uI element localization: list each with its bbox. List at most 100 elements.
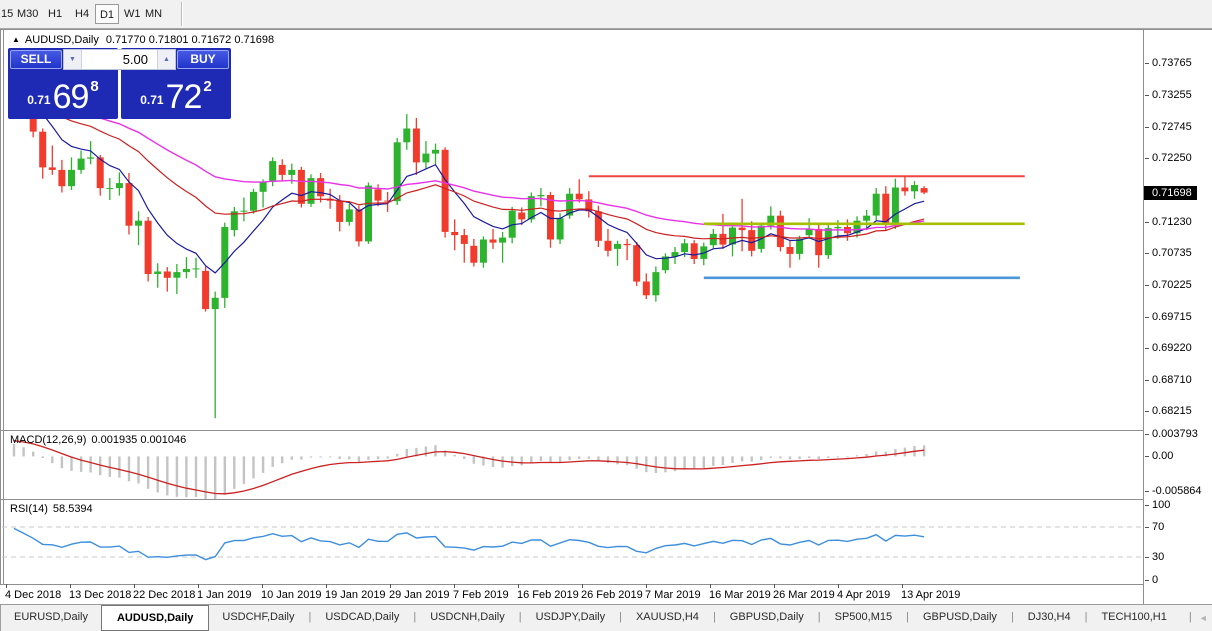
timeframe-button-d1[interactable]: D1: [95, 4, 119, 24]
date-axis-label: 7 Feb 2019: [453, 584, 509, 601]
timeframe-button-15[interactable]: 15: [1, 8, 14, 20]
date-axis-label: 4 Dec 2018: [5, 584, 62, 601]
ma-mid-line[interactable]: [13, 97, 925, 240]
current-price-badge: 0.71698: [1144, 185, 1197, 200]
price-axis[interactable]: 0.71698 0.73765 0.73255 0.72745 0.72250 0.71…: [1143, 30, 1212, 605]
tab-scroll-controls: ◄ ►: [1193, 605, 1212, 631]
tab-xauusd-h4[interactable]: XAUUSD,H4: [635, 611, 699, 623]
tab-gbpusd-daily[interactable]: GBPUSD,Daily: [922, 611, 997, 623]
macd-name: MACD(12,26,9): [10, 434, 87, 446]
macd-values: 0.001935 0.001046: [91, 434, 187, 446]
price-axis-label: 0.69715: [1145, 310, 1192, 323]
price-axis-label: 0.71230: [1145, 215, 1192, 228]
date-axis-label: 7 Mar 2019: [645, 584, 701, 601]
macd-label: MACD(12,26,9) 0.001935 0.001046: [10, 434, 186, 446]
rsi-indicator-canvas[interactable]: [2, 500, 1143, 584]
tab-separator: |: [518, 611, 522, 623]
one-click-trading-panel: 0.71 69 8 0.71 72 2 SELL BUY ▼ 5.00 ▲: [8, 48, 231, 119]
collapse-triangle-icon[interactable]: ▲: [12, 35, 20, 44]
timeframe-button-w1[interactable]: W1: [124, 8, 141, 20]
sell-button[interactable]: SELL: [10, 50, 62, 69]
macd-signal-line: [13, 440, 925, 495]
tab-eurusd-daily[interactable]: EURUSD,Daily: [14, 611, 88, 623]
rsi-axis-label: 30: [1144, 551, 1165, 563]
date-axis-label: 22 Dec 2018: [133, 584, 196, 601]
volume-increase-icon[interactable]: ▲: [157, 50, 175, 69]
rsi-axis-label: 100: [1144, 498, 1171, 511]
rsi-name: RSI(14): [10, 503, 48, 515]
date-axis-label: 19 Jan 2019: [325, 584, 386, 601]
tab-separator: |: [619, 611, 622, 623]
price-axis-label: 0.73765: [1145, 57, 1192, 69]
date-axis-label: 10 Jan 2019: [261, 584, 322, 601]
price-axis-label: 0.72745: [1145, 120, 1192, 133]
tab-gbpusd-daily[interactable]: GBPUSD,Daily: [729, 611, 804, 623]
pane-separator[interactable]: [0, 430, 1143, 431]
price-axis-label: 0.72250: [1145, 151, 1192, 164]
timeframe-button-mn[interactable]: MN: [145, 8, 163, 20]
date-axis[interactable]: 4 Dec 2018 13 Dec 2018 22 Dec 2018 1 Jan 20…: [0, 584, 1143, 605]
chart-window: ▲ AUDUSD,Daily 0.71770 0.71801 0.71672 0.7…: [0, 29, 1212, 605]
date-axis-label: 26 Feb 2019: [581, 584, 643, 601]
tab-separator: |: [1084, 611, 1088, 623]
price-axis-label: 0.70735: [1145, 246, 1192, 259]
rsi-axis-label: 70: [1144, 521, 1165, 533]
toolbar-separator: [181, 2, 183, 26]
chart-ohlc-values: 0.71770 0.71801 0.71672 0.71698: [105, 34, 275, 46]
tab-stub: [0, 605, 1, 631]
ma-fast-line[interactable]: [13, 83, 925, 274]
sell-price-pip: 8: [90, 78, 99, 95]
tab-tech100-h1[interactable]: TECH100,H1: [1101, 611, 1167, 623]
chart-tab-bar: EURUSD,Daily AUDUSD,Daily USDCHF,Daily | USD…: [0, 604, 1212, 631]
tab-usdcnh-daily[interactable]: USDCNH,Daily: [430, 611, 505, 623]
macd-indicator-canvas[interactable]: [2, 431, 1143, 499]
tab-usdchf-daily[interactable]: USDCHF,Daily: [222, 611, 295, 623]
tab-separator: |: [906, 611, 909, 623]
price-axis-label: 0.73255: [1145, 88, 1192, 101]
price-chart-canvas[interactable]: [2, 31, 1143, 430]
macd-axis-label: 0.003793: [1145, 428, 1198, 440]
pane-separator[interactable]: [0, 499, 1143, 500]
tab-separator: |: [817, 611, 821, 623]
sell-price: 0.71 69 8: [8, 69, 118, 119]
tab-audusd-daily[interactable]: AUDUSD,Daily: [100, 605, 210, 631]
timeframe-button-h4[interactable]: H4: [75, 8, 90, 20]
timeframe-button-h1[interactable]: H1: [48, 8, 63, 20]
tab-dj30-h4[interactable]: DJ30,H4: [1027, 611, 1071, 623]
tab-usdcad-daily[interactable]: USDCAD,Daily: [325, 611, 400, 623]
macd-histogram: [12, 443, 926, 499]
tab-separator: |: [1188, 611, 1192, 623]
rsi-line: [13, 527, 925, 561]
date-axis-label: 1 Jan 2019: [197, 584, 252, 601]
tab-usdjpy-daily[interactable]: USDJPY,Daily: [535, 611, 606, 623]
rsi-label: RSI(14) 58.5394: [10, 503, 93, 515]
tab-sp500-m15[interactable]: SP500,M15: [834, 611, 893, 623]
rsi-value: 58.5394: [52, 503, 93, 515]
volume-decrease-icon[interactable]: ▼: [64, 50, 82, 69]
tab-separator: |: [712, 611, 716, 623]
volume-input[interactable]: 5.00: [122, 52, 148, 67]
volume-control: ▼ 5.00 ▲: [63, 49, 176, 70]
price-axis-label: 0.70225: [1145, 278, 1192, 291]
ma-slow-line[interactable]: [13, 96, 925, 231]
buy-button[interactable]: BUY: [177, 50, 229, 69]
tab-separator: |: [1010, 611, 1014, 623]
timeframe-button-m30[interactable]: M30: [17, 8, 39, 20]
tabs-holder: EURUSD,Daily AUDUSD,Daily USDCHF,Daily | USD…: [1, 605, 1193, 631]
price-axis-label: 0.68215: [1145, 405, 1192, 417]
sell-price-prefix: 0.71: [27, 93, 51, 107]
macd-axis-label: -0.005864: [1145, 485, 1202, 497]
chart-title: ▲ AUDUSD,Daily 0.71770 0.71801 0.71672 0.7…: [12, 34, 274, 46]
buy-price: 0.71 72 2: [121, 69, 231, 119]
sell-price-big: 69: [52, 78, 90, 117]
price-axis-label: 0.69220: [1145, 341, 1192, 354]
date-axis-label: 26 Mar 2019: [773, 584, 835, 601]
window-left-frame: [0, 30, 4, 604]
timeframe-toolbar: 15 M30 H1 H4 D1 W1 MN: [0, 0, 1212, 29]
date-axis-label: 13 Dec 2018: [69, 584, 132, 601]
tab-scroll-left-icon[interactable]: ◄: [1198, 613, 1208, 623]
tab-separator: |: [308, 611, 312, 623]
date-axis-label: 13 Apr 2019: [901, 584, 961, 601]
buy-price-prefix: 0.71: [140, 93, 164, 107]
